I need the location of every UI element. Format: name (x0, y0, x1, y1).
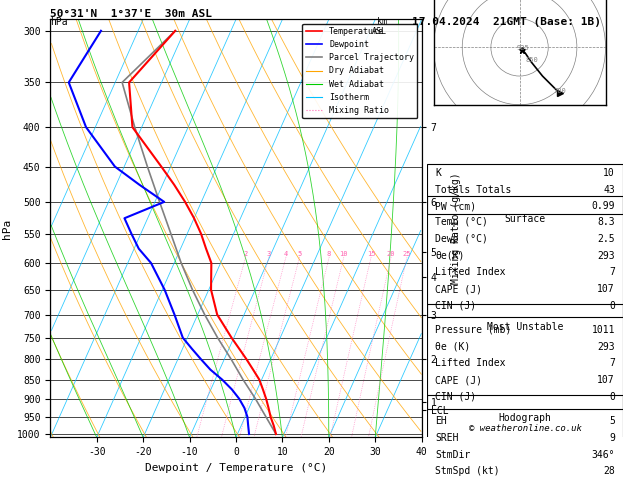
Text: 4: 4 (284, 251, 288, 257)
Legend: Temperature, Dewpoint, Parcel Trajectory, Dry Adiabat, Wet Adiabat, Isotherm, Mi: Temperature, Dewpoint, Parcel Trajectory… (303, 24, 418, 118)
Y-axis label: Mixing Ratio (g/kg): Mixing Ratio (g/kg) (451, 173, 461, 284)
Text: 10: 10 (603, 168, 615, 178)
Text: CAPE (J): CAPE (J) (435, 375, 482, 385)
Text: km
ASL: km ASL (372, 17, 387, 36)
Text: 0.99: 0.99 (591, 201, 615, 211)
Text: 107: 107 (598, 284, 615, 294)
Text: 293: 293 (598, 342, 615, 352)
Text: 5: 5 (609, 416, 615, 426)
Text: EH: EH (435, 416, 447, 426)
Text: Lifted Index: Lifted Index (435, 267, 506, 278)
Text: 5: 5 (298, 251, 301, 257)
Text: StmDir: StmDir (435, 450, 470, 460)
Bar (427, 164, 623, 214)
Text: 7: 7 (609, 267, 615, 278)
Text: 28: 28 (603, 466, 615, 476)
Text: Lifted Index: Lifted Index (435, 358, 506, 368)
Text: Most Unstable: Most Unstable (487, 322, 563, 331)
Text: StmSpd (kt): StmSpd (kt) (435, 466, 499, 476)
Text: 107: 107 (598, 375, 615, 385)
Text: 0: 0 (609, 301, 615, 311)
Text: 8.3: 8.3 (598, 217, 615, 227)
Text: 15: 15 (367, 251, 376, 257)
X-axis label: Dewpoint / Temperature (°C): Dewpoint / Temperature (°C) (145, 463, 327, 473)
Text: 43: 43 (603, 185, 615, 194)
Text: hPa: hPa (50, 17, 68, 27)
Text: 7: 7 (609, 358, 615, 368)
Text: Pressure (mb): Pressure (mb) (435, 325, 511, 335)
Text: 1011: 1011 (591, 325, 615, 335)
Text: 3: 3 (267, 251, 271, 257)
Text: Hodograph: Hodograph (499, 413, 552, 423)
Text: Dewp (°C): Dewp (°C) (435, 234, 488, 244)
Text: 20: 20 (387, 251, 395, 257)
Text: 25: 25 (403, 251, 411, 257)
Text: θe (K): θe (K) (435, 342, 470, 352)
Text: CAPE (J): CAPE (J) (435, 284, 482, 294)
Text: 850: 850 (525, 57, 538, 63)
Text: Surface: Surface (504, 214, 545, 224)
Text: 9: 9 (609, 433, 615, 443)
Text: CIN (J): CIN (J) (435, 301, 476, 311)
Text: θe(K): θe(K) (435, 251, 464, 260)
Text: 2: 2 (243, 251, 248, 257)
Text: PW (cm): PW (cm) (435, 201, 476, 211)
Text: Totals Totals: Totals Totals (435, 185, 511, 194)
Text: 0: 0 (609, 392, 615, 402)
Bar (427, 395, 623, 483)
Text: K: K (435, 168, 441, 178)
Text: 2.5: 2.5 (598, 234, 615, 244)
Y-axis label: hPa: hPa (1, 218, 11, 239)
Text: 10: 10 (340, 251, 348, 257)
Bar (427, 196, 623, 317)
Text: © weatheronline.co.uk: © weatheronline.co.uk (469, 424, 581, 433)
Text: 700: 700 (554, 88, 567, 94)
Text: 293: 293 (598, 251, 615, 260)
Text: 50°31'N  1°37'E  30m ASL: 50°31'N 1°37'E 30m ASL (50, 9, 213, 18)
Text: 925: 925 (516, 45, 530, 51)
Text: Temp (°C): Temp (°C) (435, 217, 488, 227)
Text: SREH: SREH (435, 433, 459, 443)
Text: 346°: 346° (591, 450, 615, 460)
Bar (427, 304, 623, 409)
Text: 8: 8 (327, 251, 331, 257)
Text: CIN (J): CIN (J) (435, 392, 476, 402)
Text: 17.04.2024  21GMT (Base: 1B): 17.04.2024 21GMT (Base: 1B) (412, 17, 601, 27)
